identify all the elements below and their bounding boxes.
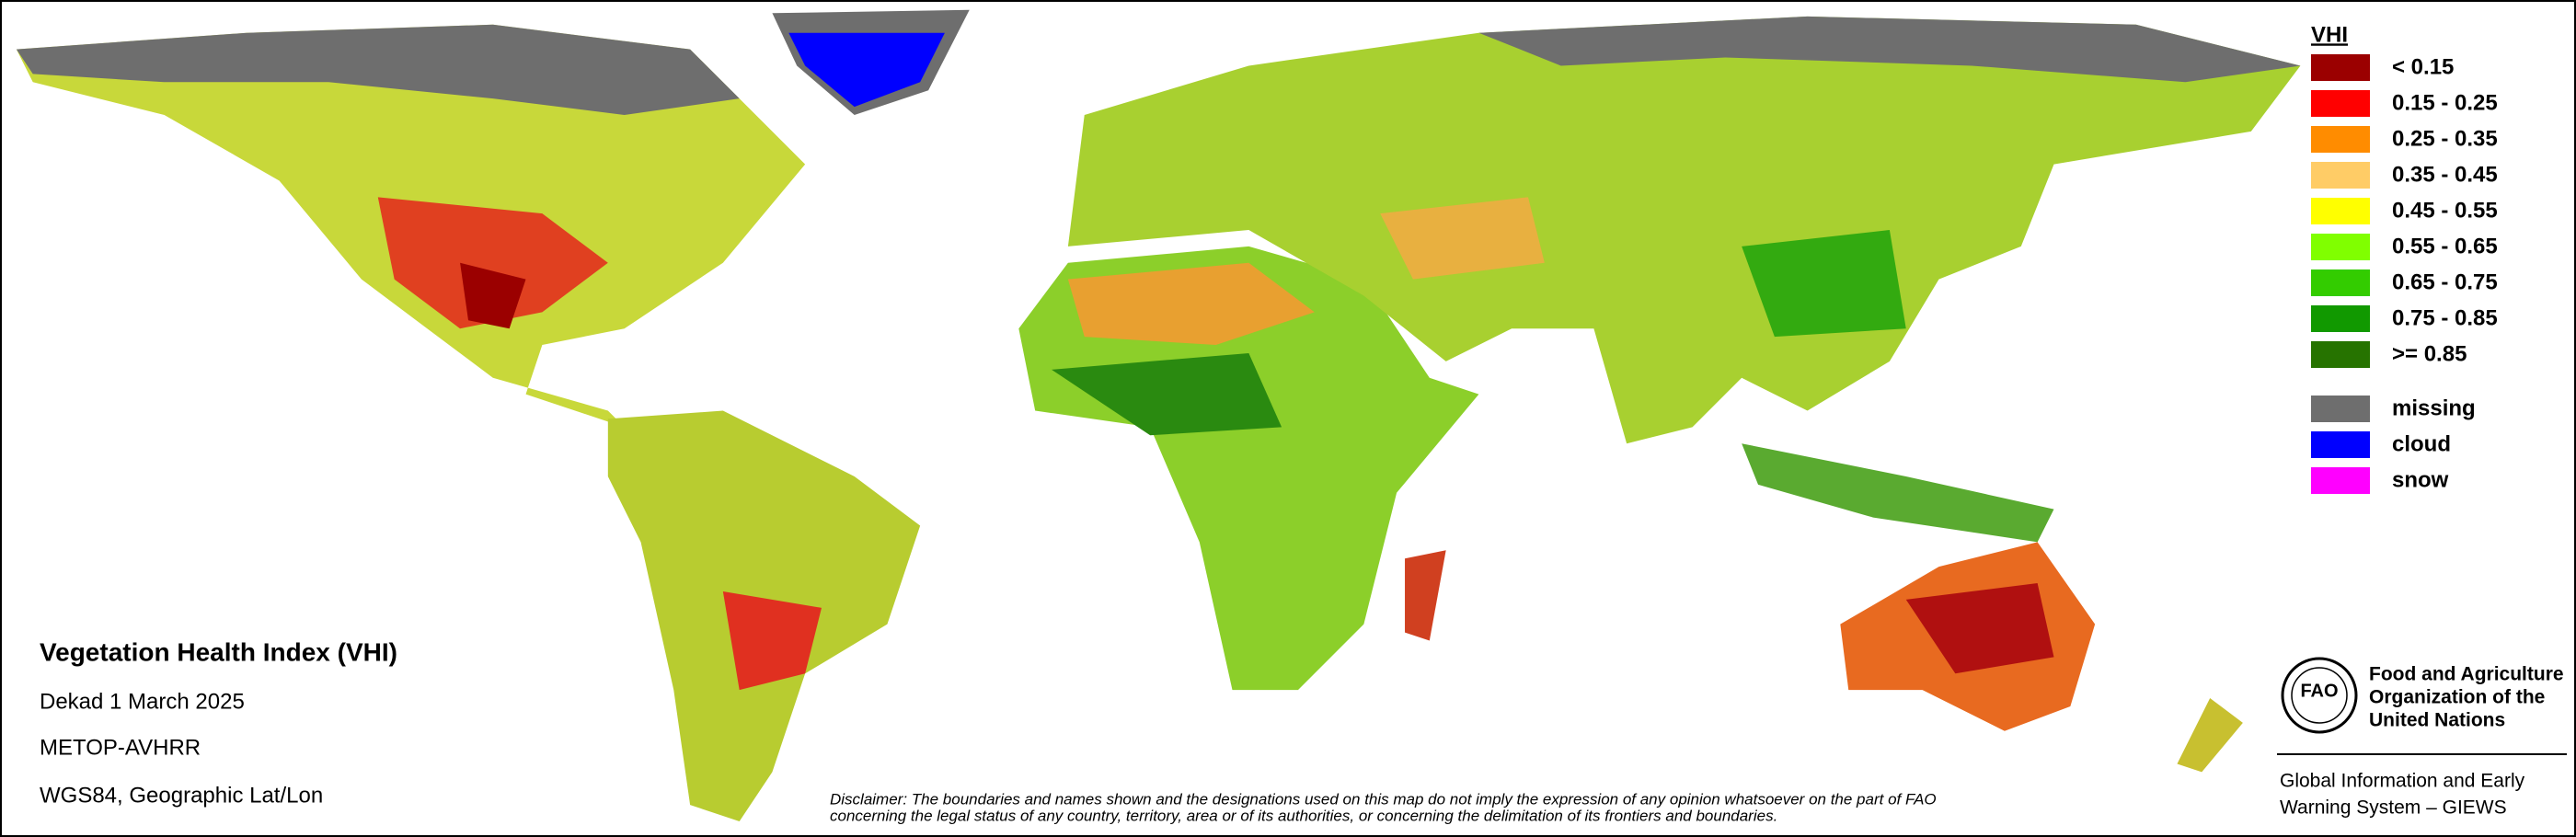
dry-area [722,590,822,691]
legend-label: 0.75 - 0.85 [2392,305,2498,330]
legend-swatch [2311,396,2370,422]
madagascar [1405,550,1446,641]
legend-label: cloud [2392,431,2451,456]
dry-area [460,262,526,329]
missing-area [16,24,740,116]
system-name: Warning System – GIEWS [2280,797,2507,819]
dry-area [377,197,608,329]
legend-label: >= 0.85 [2392,341,2467,366]
wet-area [1052,352,1282,436]
org-name: United Nations [2369,710,2505,731]
legend-label: 0.25 - 0.35 [2392,126,2498,151]
legend-swatch [2311,90,2370,117]
dry-area [1067,262,1315,346]
legend-swatch [2311,431,2370,458]
new-zealand [2177,698,2243,773]
legend-swatch [2311,162,2370,189]
legend-label: 0.55 - 0.65 [2392,234,2498,258]
legend-label: missing [2392,396,2476,420]
legend-label: 0.45 - 0.55 [2392,198,2498,223]
org-name: Food and Agriculture [2369,664,2564,685]
legend-swatch [2311,269,2370,296]
disclaimer: concerning the legal status of any count… [830,807,1777,824]
legend-swatch [2311,234,2370,260]
dry-area [1905,583,2054,674]
legend-label: < 0.15 [2392,54,2454,79]
world-map [16,9,2301,821]
logo-ring [2281,657,2358,734]
legend-swatch [2311,198,2370,224]
wet-area [1742,230,1906,338]
map-info: METOP-AVHRR [40,735,201,760]
cloud-area [788,32,945,108]
legend-label: 0.65 - 0.75 [2392,269,2498,294]
dry-area [1380,197,1545,280]
africa [1018,246,1479,691]
map-info: WGS84, Geographic Lat/Lon [40,783,323,808]
org-name: Organization of the [2369,687,2545,708]
legend-swatch [2311,305,2370,332]
legend-swatch [2311,54,2370,81]
map-info: Dekad 1 March 2025 [40,689,245,714]
map-title: Vegetation Health Index (VHI) [40,637,397,666]
legend-swatch [2311,467,2370,494]
logo-ring [2291,667,2348,724]
legend-label: 0.35 - 0.45 [2392,162,2498,187]
legend-swatch [2311,126,2370,153]
disclaimer: Disclaimer: The boundaries and names sho… [830,790,1937,808]
legend-title: VHI [2311,22,2348,47]
system-name: Global Information and Early [2280,771,2525,792]
indonesia [1742,443,2054,543]
legend-label: 0.15 - 0.25 [2392,90,2498,115]
fao-logo: FAO [2281,657,2358,734]
legend-label: snow [2392,467,2449,492]
eurasia [1067,16,2301,444]
missing-area [1478,16,2301,83]
logo-text: FAO [2300,681,2338,701]
legend-swatch [2311,341,2370,368]
